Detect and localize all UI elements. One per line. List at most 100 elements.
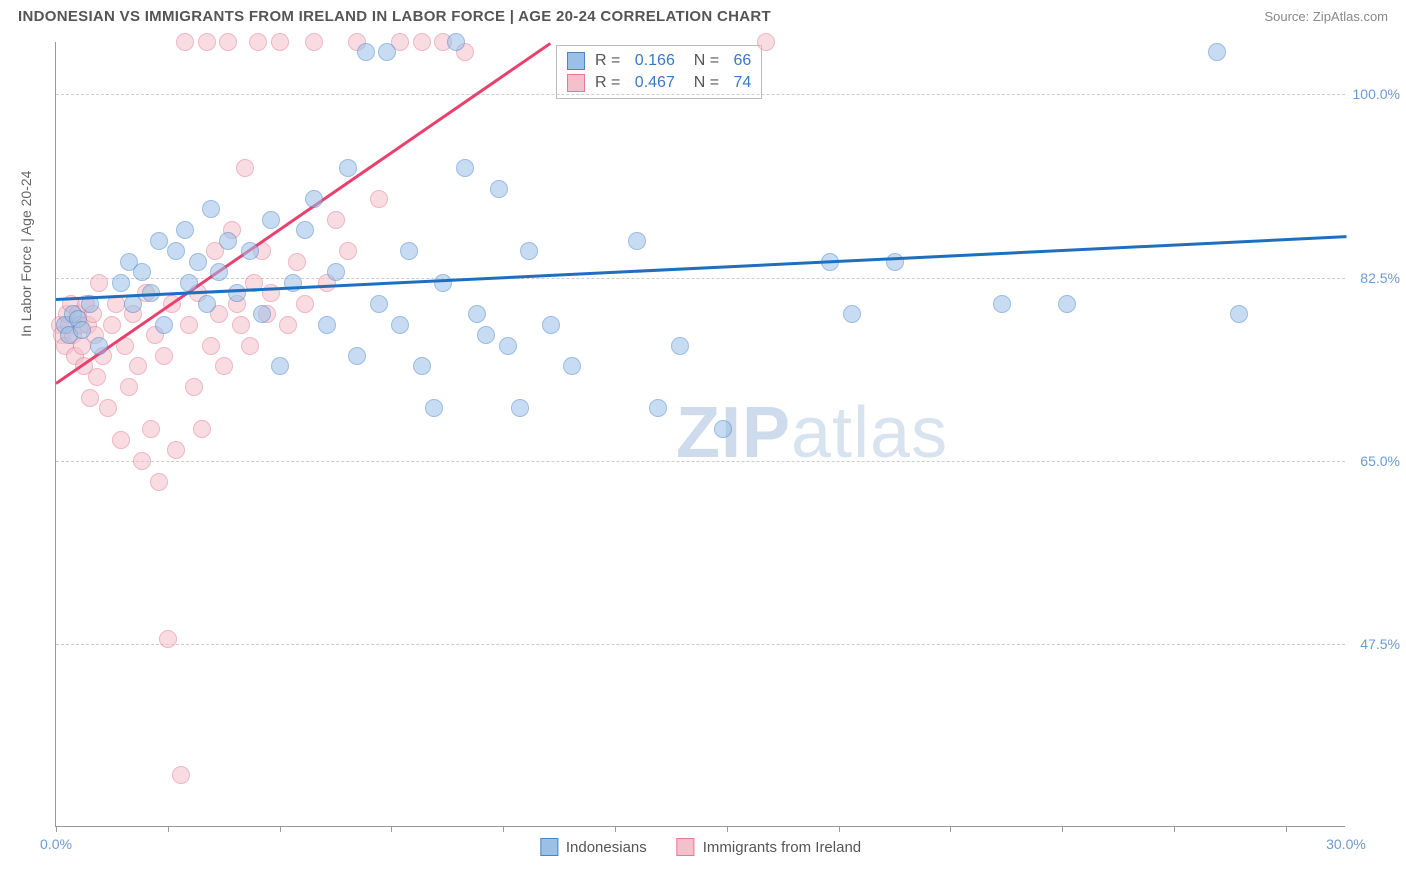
data-point-ireland xyxy=(99,399,117,417)
bottom-legend: Indonesians Immigrants from Ireland xyxy=(540,838,861,856)
swatch-ireland xyxy=(567,74,585,92)
x-tick-mark xyxy=(839,826,840,832)
stat-r-label: R = xyxy=(595,74,625,92)
legend-item-indonesians: Indonesians xyxy=(540,838,647,856)
data-point-indonesians xyxy=(456,159,474,177)
data-point-ireland xyxy=(219,33,237,51)
y-axis-label: In Labor Force | Age 20-24 xyxy=(18,171,34,337)
gridline xyxy=(56,94,1345,95)
x-tick-mark xyxy=(168,826,169,832)
x-tick-mark xyxy=(615,826,616,832)
x-tick-mark xyxy=(1286,826,1287,832)
data-point-indonesians xyxy=(189,253,207,271)
data-point-ireland xyxy=(215,357,233,375)
data-point-ireland xyxy=(327,211,345,229)
data-point-ireland xyxy=(185,378,203,396)
data-point-ireland xyxy=(167,441,185,459)
gridline xyxy=(56,644,1345,645)
data-point-indonesians xyxy=(1230,305,1248,323)
data-point-indonesians xyxy=(1058,295,1076,313)
data-point-indonesians xyxy=(219,232,237,250)
data-point-indonesians xyxy=(628,232,646,250)
data-point-indonesians xyxy=(318,316,336,334)
stat-n-label: N = xyxy=(685,52,724,70)
stats-row-ireland: R = 0.467 N = 74 xyxy=(567,72,751,94)
y-tick-label: 65.0% xyxy=(1350,453,1400,469)
swatch-indonesians xyxy=(567,52,585,70)
stat-n-value: 74 xyxy=(734,74,752,92)
data-point-indonesians xyxy=(563,357,581,375)
data-point-ireland xyxy=(103,316,121,334)
data-point-indonesians xyxy=(993,295,1011,313)
data-point-indonesians xyxy=(271,357,289,375)
correlation-stats-box: R = 0.166 N = 66 R = 0.467 N = 74 xyxy=(556,45,762,99)
data-point-indonesians xyxy=(413,357,431,375)
data-point-ireland xyxy=(413,33,431,51)
data-point-indonesians xyxy=(357,43,375,61)
y-tick-label: 47.5% xyxy=(1350,636,1400,652)
data-point-indonesians xyxy=(499,337,517,355)
data-point-indonesians xyxy=(1208,43,1226,61)
data-point-indonesians xyxy=(198,295,216,313)
x-tick-mark xyxy=(56,826,57,832)
data-point-ireland xyxy=(279,316,297,334)
data-point-ireland xyxy=(112,431,130,449)
data-point-ireland xyxy=(81,389,99,407)
data-point-ireland xyxy=(249,33,267,51)
data-point-indonesians xyxy=(447,33,465,51)
x-tick-mark xyxy=(280,826,281,832)
gridline xyxy=(56,461,1345,462)
data-point-ireland xyxy=(271,33,289,51)
data-point-indonesians xyxy=(241,242,259,260)
data-point-indonesians xyxy=(477,326,495,344)
data-point-indonesians xyxy=(210,263,228,281)
stat-n-value: 66 xyxy=(734,52,752,70)
data-point-indonesians xyxy=(296,221,314,239)
data-point-indonesians xyxy=(542,316,560,334)
data-point-indonesians xyxy=(253,305,271,323)
data-point-indonesians xyxy=(434,274,452,292)
data-point-indonesians xyxy=(180,274,198,292)
legend-swatch-indonesians xyxy=(540,838,558,856)
data-point-indonesians xyxy=(228,284,246,302)
chart-header: INDONESIAN VS IMMIGRANTS FROM IRELAND IN… xyxy=(0,0,1406,31)
data-point-indonesians xyxy=(155,316,173,334)
data-point-ireland xyxy=(296,295,314,313)
data-point-indonesians xyxy=(490,180,508,198)
data-point-indonesians xyxy=(671,337,689,355)
x-tick-label: 30.0% xyxy=(1326,836,1366,852)
data-point-indonesians xyxy=(305,190,323,208)
data-point-indonesians xyxy=(649,399,667,417)
stat-n-label: N = xyxy=(685,74,724,92)
data-point-ireland xyxy=(339,242,357,260)
x-tick-mark xyxy=(1062,826,1063,832)
data-point-ireland xyxy=(241,337,259,355)
data-point-ireland xyxy=(159,630,177,648)
data-point-indonesians xyxy=(425,399,443,417)
data-point-indonesians xyxy=(202,200,220,218)
legend-item-ireland: Immigrants from Ireland xyxy=(677,838,861,856)
legend-swatch-ireland xyxy=(677,838,695,856)
data-point-indonesians xyxy=(112,274,130,292)
x-tick-mark xyxy=(503,826,504,832)
data-point-ireland xyxy=(150,473,168,491)
data-point-indonesians xyxy=(167,242,185,260)
data-point-indonesians xyxy=(73,321,91,339)
stat-r-label: R = xyxy=(595,52,625,70)
x-tick-mark xyxy=(950,826,951,832)
data-point-indonesians xyxy=(339,159,357,177)
data-point-indonesians xyxy=(520,242,538,260)
data-point-ireland xyxy=(172,766,190,784)
x-tick-mark xyxy=(727,826,728,832)
data-point-ireland xyxy=(757,33,775,51)
scatter-chart-area: ZIPatlas R = 0.166 N = 66 R = 0.467 N = … xyxy=(55,42,1345,827)
data-point-ireland xyxy=(180,316,198,334)
data-point-indonesians xyxy=(370,295,388,313)
data-point-indonesians xyxy=(400,242,418,260)
data-point-ireland xyxy=(370,190,388,208)
x-tick-label: 0.0% xyxy=(40,836,72,852)
data-point-ireland xyxy=(305,33,323,51)
data-point-indonesians xyxy=(378,43,396,61)
stat-r-value: 0.467 xyxy=(635,74,675,92)
data-point-indonesians xyxy=(150,232,168,250)
